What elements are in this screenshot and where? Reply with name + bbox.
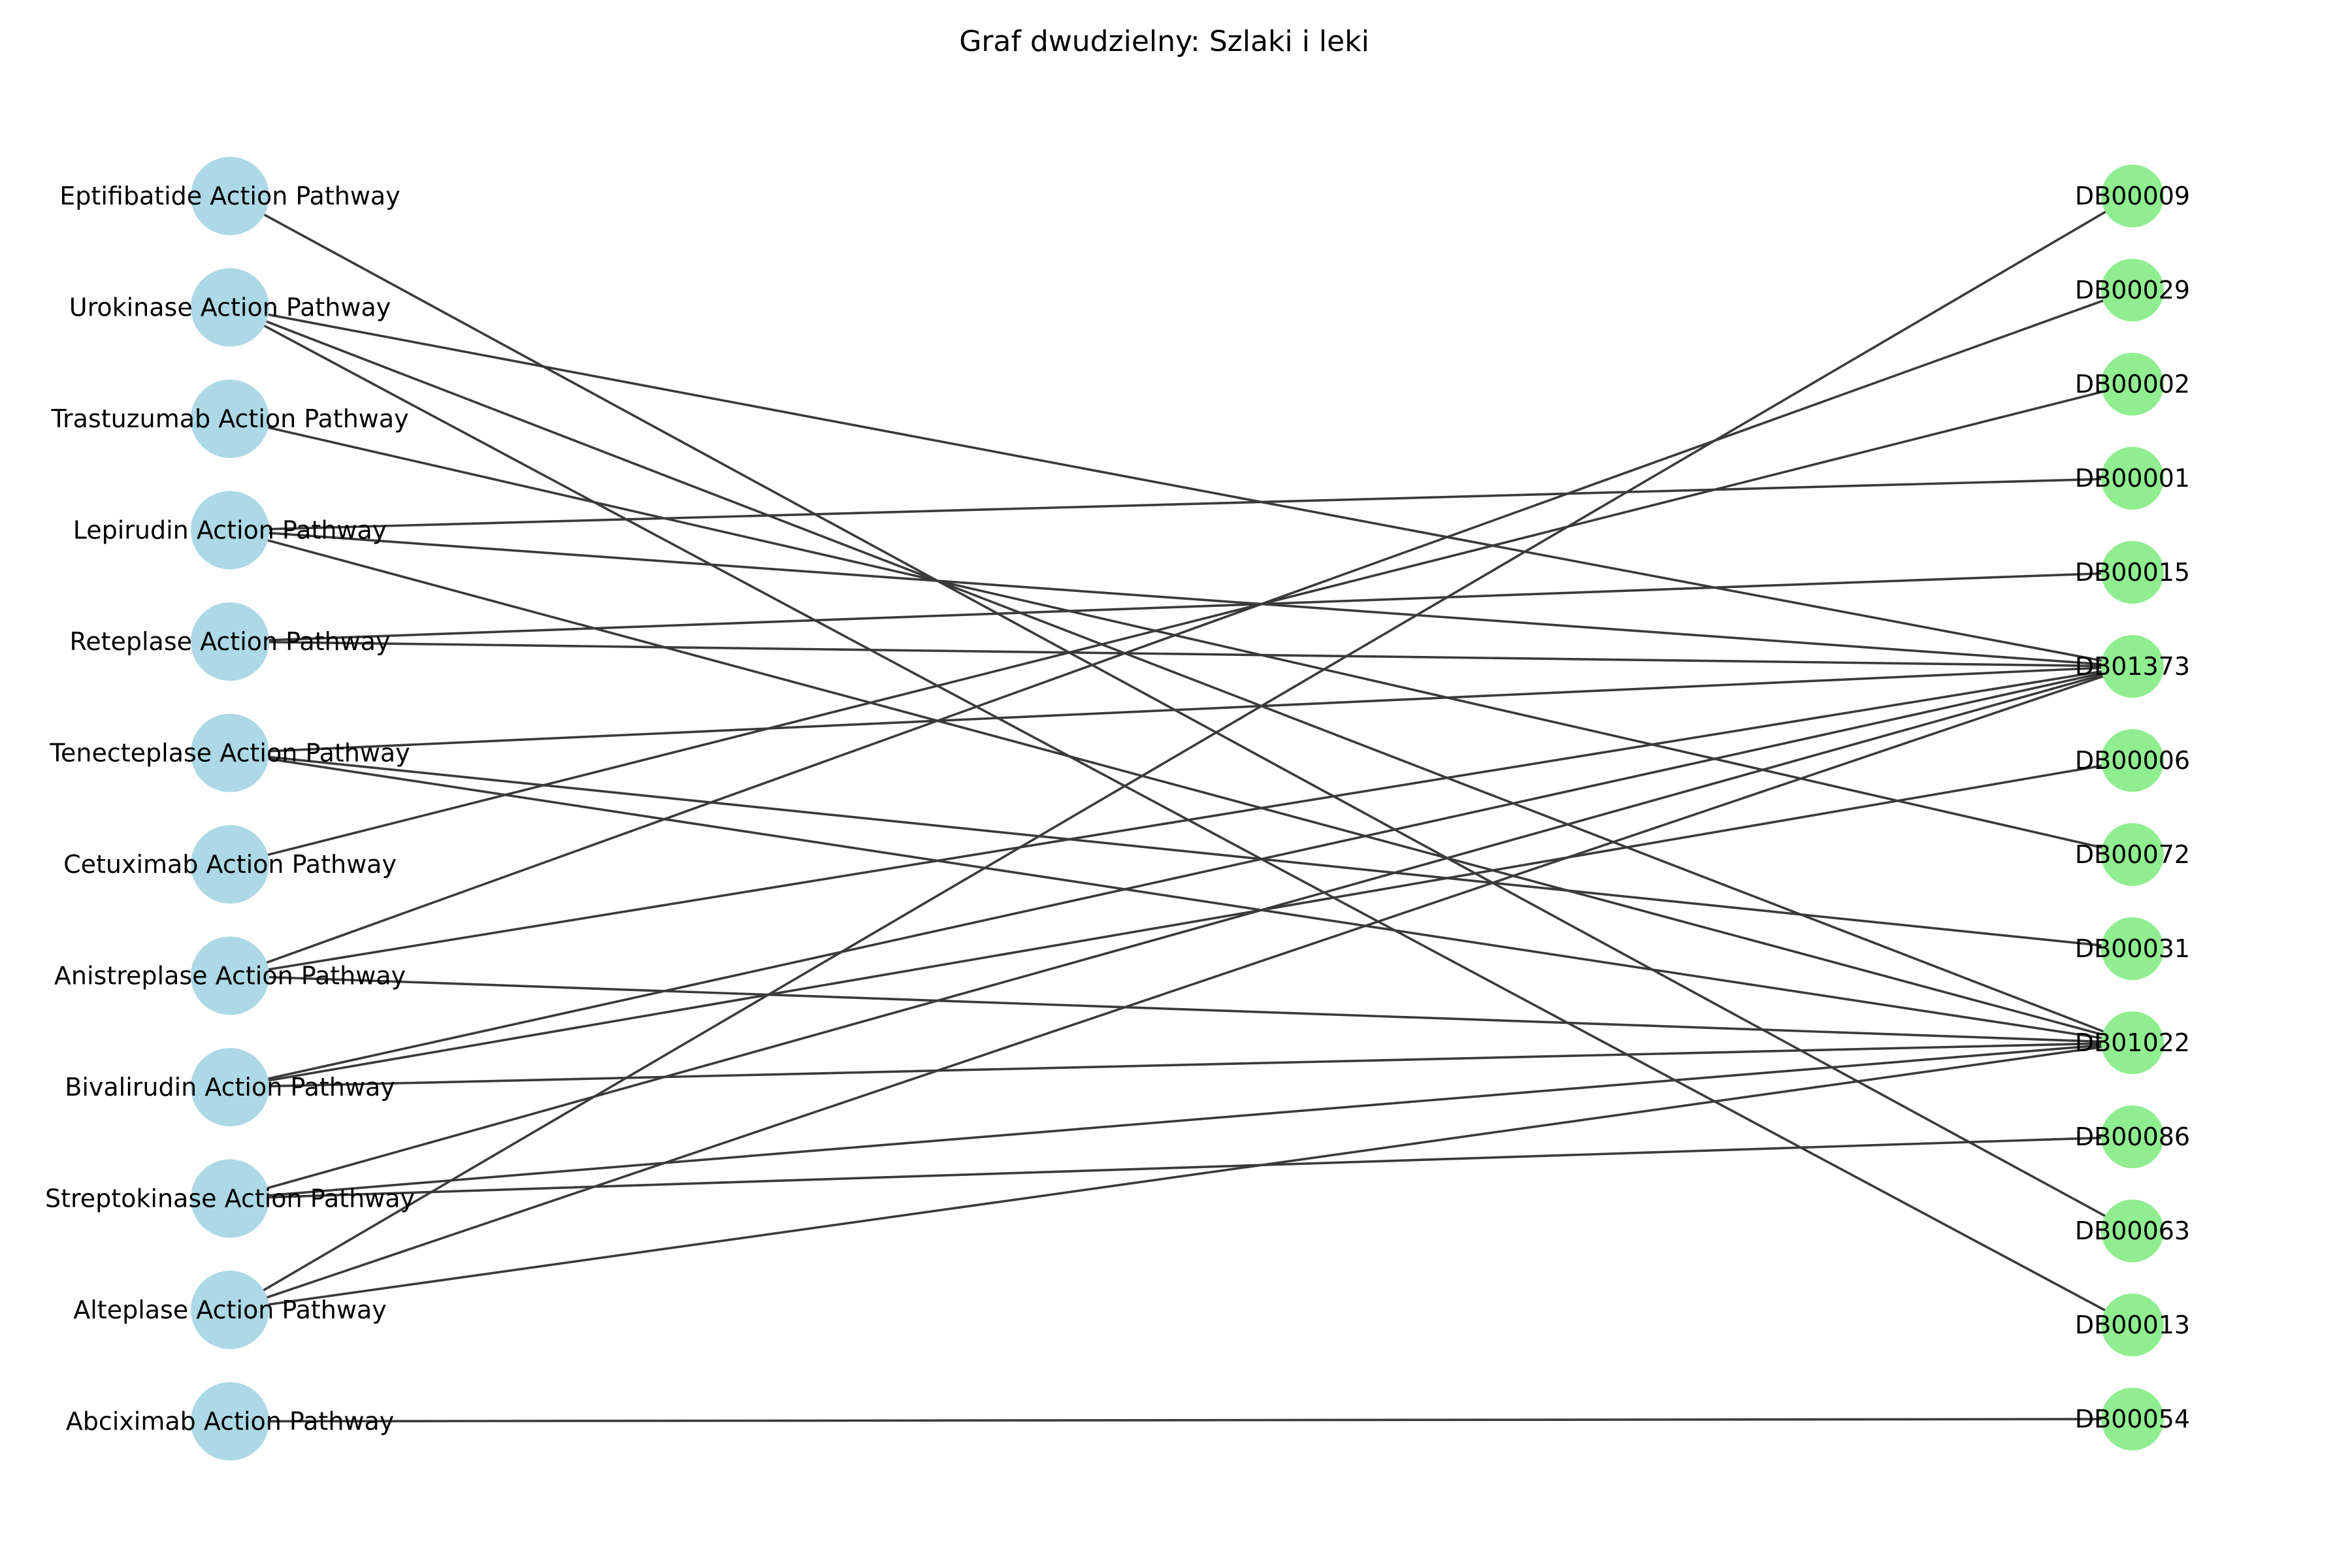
pathway-label-abciximab-action-pathway: Abciximab Action Pathway [66,1407,395,1436]
drug-label-db01373: DB01373 [2075,652,2190,681]
pathway-node-abciximab-action-pathway [191,1382,269,1461]
drug-label-db00001: DB00001 [2075,464,2190,493]
drug-node-db00072 [2101,823,2164,886]
edge-tenecteplase-action-pathway-db01373 [229,665,2134,755]
pathway-node-anistreplase-action-pathway [191,936,269,1015]
pathway-node-streptokinase-action-pathway [191,1159,269,1238]
edge-layer [229,195,2134,1423]
drug-label-db00086: DB00086 [2075,1122,2190,1151]
edge-bivalirudin-action-pathway-db01373 [229,665,2134,1088]
pathway-label-lepirudin-action-pathway: Lepirudin Action Pathway [73,516,387,545]
edge-alteplase-action-pathway-db01022 [229,1041,2134,1311]
pathway-label-anistreplase-action-pathway: Anistreplase Action Pathway [54,962,406,990]
edge-abciximab-action-pathway-db00054 [229,1418,2134,1423]
drug-label-db00009: DB00009 [2075,182,2190,210]
edge-alteplase-action-pathway-db00009 [229,195,2134,1311]
edge-streptokinase-action-pathway-db00086 [229,1135,2134,1200]
drug-node-db00086 [2101,1105,2164,1168]
pathway-label-urokinase-action-pathway: Urokinase Action Pathway [69,293,391,322]
edge-streptokinase-action-pathway-db01022 [229,1041,2134,1200]
drug-label-db00063: DB00063 [2075,1217,2190,1245]
drug-node-db00009 [2101,165,2164,227]
pathway-label-bivalirudin-action-pathway: Bivalirudin Action Pathway [65,1073,395,1102]
edge-lepirudin-action-pathway-db01022 [229,529,2134,1044]
edge-urokinase-action-pathway-db01373 [229,306,2134,668]
drug-node-db00029 [2101,259,2164,321]
drug-node-db01022 [2101,1011,2164,1074]
pathway-node-trastuzumab-action-pathway [191,380,269,458]
drug-node-db00054 [2101,1388,2164,1450]
edge-alteplase-action-pathway-db01373 [229,665,2134,1311]
pathway-node-urokinase-action-pathway [191,268,269,347]
drug-label-db01022: DB01022 [2075,1028,2190,1057]
pathway-node-tenecteplase-action-pathway [191,713,269,792]
pathway-node-bivalirudin-action-pathway [191,1048,269,1126]
pathway-node-alteplase-action-pathway [191,1271,269,1349]
pathway-label-reteplase-action-pathway: Reteplase Action Pathway [70,627,391,656]
graph-title: Graf dwudzielny: Szlaki i leki [959,25,1369,58]
edge-cetuximab-action-pathway-db00002 [229,383,2134,866]
edge-urokinase-action-pathway-db00013 [229,306,2134,1326]
pathway-label-eptifibatide-action-pathway: Eptifibatide Action Pathway [59,182,400,210]
edge-trastuzumab-action-pathway-db00072 [229,417,2134,856]
edge-bivalirudin-action-pathway-db01022 [229,1041,2134,1088]
drug-label-db00013: DB00013 [2075,1311,2190,1339]
drug-label-db00054: DB00054 [2075,1405,2190,1433]
edge-reteplase-action-pathway-db01373 [229,640,2134,668]
drug-label-db00006: DB00006 [2075,746,2190,775]
edge-streptokinase-action-pathway-db01373 [229,665,2134,1200]
pathway-node-eptifibatide-action-pathway [191,157,269,235]
pathway-node-reteplase-action-pathway [191,602,269,681]
drug-node-db00001 [2101,447,2164,510]
drug-label-db00002: DB00002 [2075,370,2190,399]
pathway-label-tenecteplase-action-pathway: Tenecteplase Action Pathway [49,739,410,768]
edge-eptifibatide-action-pathway-db00063 [229,195,2134,1232]
drug-node-db01373 [2101,635,2164,698]
pathway-node-cetuximab-action-pathway [191,825,269,904]
pathway-label-alteplase-action-pathway: Alteplase Action Pathway [73,1296,386,1324]
edge-anistreplase-action-pathway-db01022 [229,974,2134,1044]
edge-bivalirudin-action-pathway-db00006 [229,759,2134,1088]
pathway-node-lepirudin-action-pathway [191,491,269,570]
edge-tenecteplase-action-pathway-db01022 [229,751,2134,1044]
drug-label-db00015: DB00015 [2075,558,2190,587]
pathway-label-cetuximab-action-pathway: Cetuximab Action Pathway [63,850,397,879]
drug-label-db00031: DB00031 [2075,934,2190,963]
drug-node-db00013 [2101,1294,2164,1356]
label-layer: Eptifibatide Action Pathway Urokinase Act… [45,182,2190,1436]
edge-lepirudin-action-pathway-db00001 [229,477,2134,532]
drug-node-db00031 [2101,917,2164,980]
pathway-label-streptokinase-action-pathway: Streptokinase Action Pathway [45,1184,415,1213]
pathway-label-trastuzumab-action-pathway: Trastuzumab Action Pathway [50,404,408,433]
drug-label-db00029: DB00029 [2075,276,2190,304]
edge-reteplase-action-pathway-db00015 [229,571,2134,643]
drug-node-db00063 [2101,1200,2164,1262]
edge-anistreplase-action-pathway-db01373 [229,665,2134,977]
drug-node-db00006 [2101,729,2164,792]
edge-tenecteplase-action-pathway-db00031 [229,751,2134,950]
drug-node-db00015 [2101,541,2164,604]
edge-urokinase-action-pathway-db01022 [229,306,2134,1044]
edge-anistreplase-action-pathway-db00029 [229,289,2134,977]
edge-lepirudin-action-pathway-db01373 [229,529,2134,668]
drug-label-db00072: DB00072 [2075,840,2190,869]
node-layer [191,157,2164,1461]
drug-node-db00002 [2101,353,2164,416]
